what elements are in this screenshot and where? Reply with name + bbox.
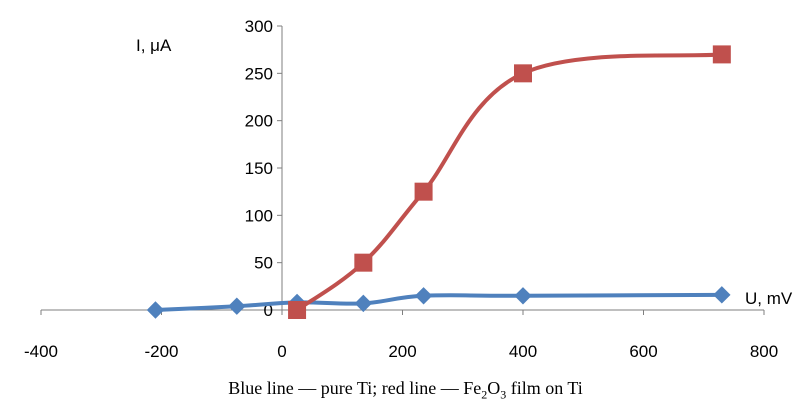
diamond-marker (514, 287, 532, 305)
caption-subscript-1: 2 (481, 387, 488, 402)
x-tick-label: 600 (629, 342, 657, 361)
x-tick-label: -400 (24, 342, 58, 361)
diamond-marker (713, 286, 731, 304)
diamond-marker (228, 297, 246, 315)
x-axis-label: U, mV (745, 289, 793, 308)
y-tick-label: 250 (245, 64, 273, 83)
caption-text-2: O (487, 378, 501, 398)
y-tick-label: 300 (245, 17, 273, 36)
series-layer (146, 45, 731, 319)
x-tick-label: 200 (388, 342, 416, 361)
square-marker (414, 182, 433, 201)
caption-text-3: film on Ti (506, 378, 583, 398)
y-tick-label: 200 (245, 112, 273, 131)
x-tick-label: 400 (509, 342, 537, 361)
y-tick-label: 0 (264, 301, 273, 320)
y-axis-label: I, μA (136, 36, 172, 55)
caption-text: Blue line — pure Ti; red line — Fe (228, 378, 482, 398)
square-marker (354, 253, 373, 272)
caption-subscript-2: 3 (500, 387, 507, 402)
tick-labels: -400 -200 0 200 400 600 800 0 50 100 150 200 250 300 (24, 17, 778, 361)
square-marker (288, 301, 307, 319)
x-tick-label: -200 (144, 342, 178, 361)
diamond-marker (414, 287, 433, 305)
y-tick-label: 50 (254, 254, 273, 273)
x-tick-label: 800 (750, 342, 778, 361)
diamond-marker (146, 301, 165, 319)
square-marker (514, 64, 532, 83)
axes (40, 25, 765, 315)
square-marker (712, 45, 731, 64)
y-tick-label: 150 (245, 159, 273, 178)
y-tick-label: 100 (245, 206, 273, 225)
x-tick-label: 0 (277, 342, 286, 361)
series-line-2 (295, 52, 723, 312)
diamond-marker (354, 294, 373, 313)
figure-caption: Blue line — pure Ti; red line — Fe2O3 fi… (0, 378, 811, 403)
